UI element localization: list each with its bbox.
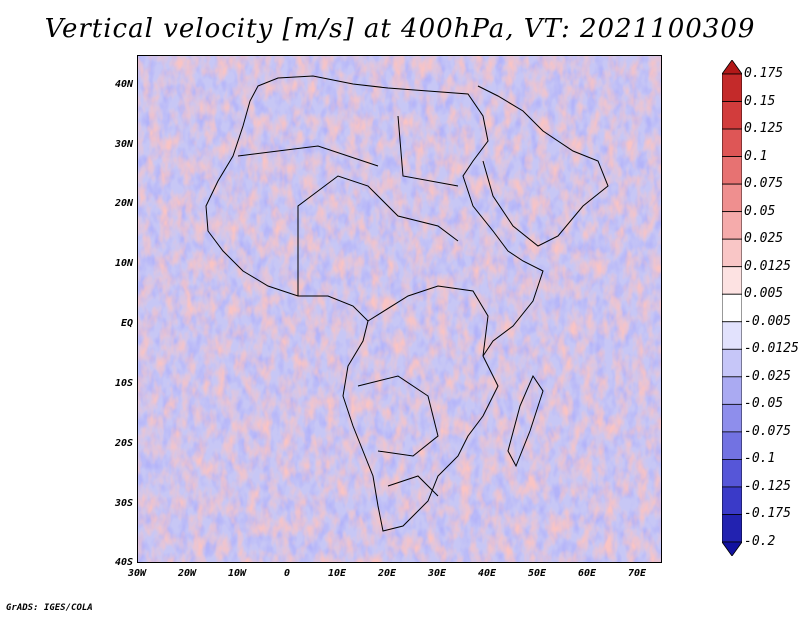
lon-label-30w: 30W bbox=[127, 568, 147, 579]
colorbar-label: -0.175 bbox=[744, 506, 791, 522]
lon-label-20w: 20W bbox=[177, 568, 197, 579]
colorbar bbox=[722, 60, 742, 556]
lon-label-60e: 60E bbox=[577, 568, 597, 579]
lat-label-eq: EQ bbox=[120, 318, 133, 329]
colorbar-label: 0.175 bbox=[744, 66, 784, 81]
lat-label-20n: 20N bbox=[114, 198, 133, 209]
lon-label-70e: 70E bbox=[627, 568, 647, 579]
colorbar-label: 0.025 bbox=[744, 231, 784, 247]
colorbar-label: 0.05 bbox=[744, 203, 776, 219]
velocity-field bbox=[138, 56, 661, 562]
lat-label-20s: 20S bbox=[114, 438, 133, 449]
colorbar-segment bbox=[722, 459, 742, 488]
colorbar-segment bbox=[722, 211, 742, 240]
colorbar-label: -0.05 bbox=[744, 396, 784, 412]
colorbar-top-triangle bbox=[722, 60, 742, 75]
colorbar-label: -0.075 bbox=[744, 423, 791, 439]
lon-label-10e: 10E bbox=[327, 568, 347, 579]
colorbar-label: -0.125 bbox=[744, 478, 791, 494]
colorbar-segment bbox=[722, 403, 742, 433]
colorbar-bottom-triangle bbox=[722, 541, 742, 556]
colorbar-segment bbox=[722, 486, 742, 515]
lon-label-40e: 40E bbox=[477, 568, 497, 579]
colorbar-segment bbox=[722, 101, 742, 130]
coastline bbox=[205, 75, 609, 532]
colorbar-segment bbox=[722, 376, 742, 405]
colorbar-segment bbox=[722, 321, 742, 350]
colorbar-label: 0.075 bbox=[744, 176, 784, 192]
lon-label-0: 0 bbox=[283, 568, 291, 579]
colorbar-label: 0.15 bbox=[744, 93, 776, 109]
lon-label-50e: 50E bbox=[527, 568, 547, 579]
map-plot-area bbox=[137, 55, 662, 563]
colorbar-segment bbox=[722, 156, 742, 185]
colorbar-label: 0.005 bbox=[744, 286, 784, 302]
lat-label-40s: 40S bbox=[114, 557, 133, 568]
lat-label-30n: 30N bbox=[114, 139, 133, 150]
colorbar-label: -0.025 bbox=[744, 368, 791, 384]
lon-label-10w: 10W bbox=[227, 568, 247, 579]
footer-credit: GrADS: IGES/COLA bbox=[6, 603, 93, 613]
lat-label-10s: 10S bbox=[114, 378, 133, 389]
colorbar-label: 0.0125 bbox=[744, 258, 791, 274]
colorbar-segment bbox=[722, 183, 742, 213]
colorbar-label: -0.1 bbox=[744, 451, 776, 467]
colorbar-label: -0.0125 bbox=[744, 341, 799, 357]
map-title: Vertical velocity [m/s] at 400hPa, VT: 2… bbox=[44, 14, 756, 44]
colorbar-label: -0.2 bbox=[744, 534, 776, 549]
colorbar-segment bbox=[722, 348, 742, 378]
lat-label-10n: 10N bbox=[114, 258, 133, 269]
colorbar-label: 0.125 bbox=[744, 121, 784, 137]
colorbar-segment bbox=[722, 431, 742, 460]
colorbar-label: 0.1 bbox=[744, 148, 768, 164]
colorbar-segment bbox=[722, 266, 742, 295]
colorbar-segment bbox=[722, 293, 742, 323]
colorbar-segment bbox=[722, 238, 742, 268]
lon-label-30e: 30E bbox=[427, 568, 447, 579]
colorbar-label: -0.005 bbox=[744, 313, 791, 329]
lat-label-40n: 40N bbox=[114, 79, 133, 90]
colorbar-segment bbox=[722, 128, 742, 157]
colorbar-segment bbox=[722, 73, 742, 102]
lat-label-30s: 30S bbox=[114, 498, 133, 509]
colorbar-segment bbox=[722, 514, 742, 543]
lon-label-20e: 20E bbox=[377, 568, 397, 579]
